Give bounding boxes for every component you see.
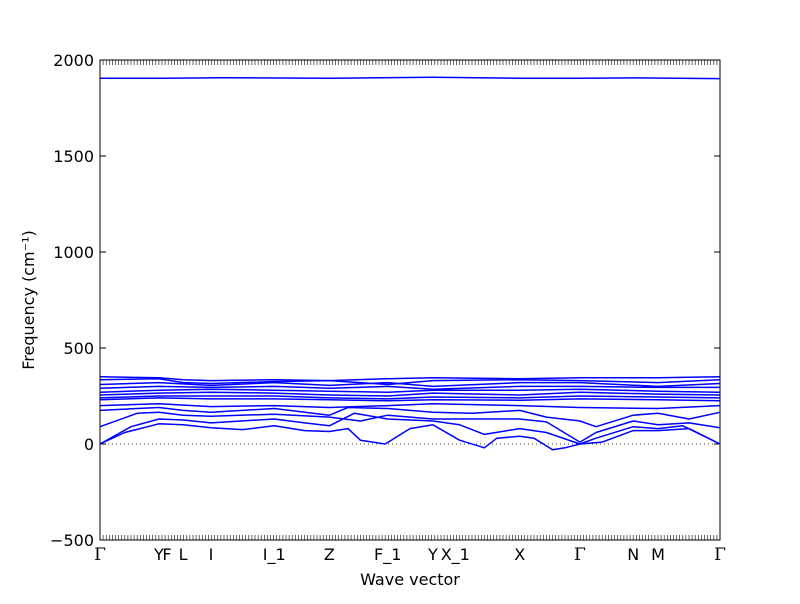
x-axis-label: Wave vector [360, 570, 460, 589]
phonon-band-line [99, 423, 721, 451]
x-tick-label: Z [324, 545, 335, 564]
x-tick-label: X [514, 545, 525, 564]
y-tick-label: 1500 [53, 147, 94, 166]
phonon-band-line [99, 395, 721, 400]
x-tick-label: F [162, 545, 171, 564]
phonon-band-line [99, 406, 721, 428]
phonon-band-line [99, 411, 721, 443]
phonon-band-line [99, 402, 721, 410]
y-tick-label: 1000 [53, 243, 94, 262]
y-tick-label: 500 [63, 339, 94, 358]
plot-frame [99, 59, 721, 541]
x-tick-label: L [179, 545, 188, 564]
y-axis-label: Frequency (cm⁻¹) [19, 230, 38, 369]
x-tick-label: Γ [574, 545, 586, 565]
y-tick-label: −500 [50, 531, 94, 550]
x-tick-label: I [209, 545, 214, 564]
x-tick-label: X_1 [441, 545, 470, 565]
x-tick-label: I_1 [263, 545, 286, 565]
x-tick-label: N [627, 545, 639, 564]
phonon-band-line [99, 381, 721, 388]
phonon-band-line [99, 412, 721, 445]
x-tick-label: F_1 [374, 545, 401, 565]
y-tick-label: 2000 [53, 51, 94, 70]
phonon-band-line [99, 388, 721, 393]
x-tick-label: Γ [94, 545, 106, 565]
phonon-band-line [99, 385, 720, 391]
phonon-band-line [99, 397, 721, 402]
x-tick-label: Y [153, 545, 164, 564]
x-tick-label: Γ [714, 545, 726, 565]
phonon-band-line [100, 76, 721, 80]
y-tick-label: 0 [84, 435, 94, 454]
phonon-band-line [99, 391, 721, 397]
x-tick-label: Y [427, 545, 438, 564]
x-tick-label: M [651, 545, 665, 564]
phonon-band-line [99, 377, 721, 386]
phonon-band-line [99, 376, 721, 382]
